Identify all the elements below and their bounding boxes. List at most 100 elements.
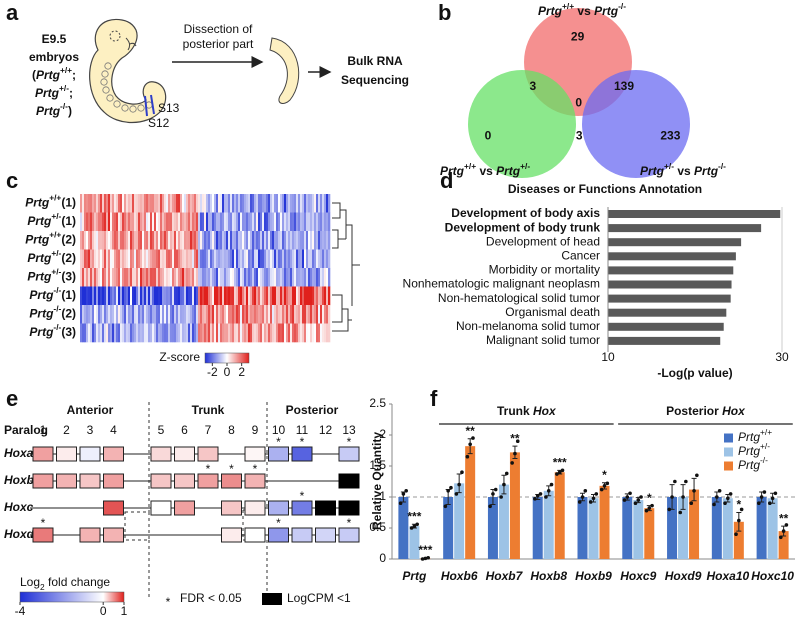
heatmap-cell (278, 194, 281, 213)
heatmap-cell (86, 286, 89, 306)
heatmap-cell (178, 194, 181, 213)
heatmap-cell (310, 249, 313, 269)
heatmap-cell (230, 231, 233, 250)
fdr-legend-label: FDR < 0.05 (180, 591, 242, 605)
heatmap-cell (130, 323, 133, 343)
heatmap-cell (176, 268, 179, 287)
fdr-star: * (253, 462, 258, 476)
heatmap-cell (196, 194, 199, 213)
text-run: Prtg (29, 306, 54, 320)
heatmap-cell (280, 286, 283, 306)
y-tick-label: Non-melanoma solid tumor (456, 319, 600, 333)
paralog-number: 4 (110, 423, 117, 437)
heatmap-cell (286, 268, 289, 287)
heatmap-cell (322, 268, 325, 287)
heatmap-cell (294, 231, 297, 250)
text-run: +/- (520, 161, 530, 171)
heatmap-cell (268, 305, 271, 324)
heatmap-cell (236, 194, 239, 213)
heatmap-cell (190, 286, 193, 306)
heatmap-cell (312, 286, 315, 306)
heatmap-cell (282, 323, 285, 343)
data-point (650, 503, 654, 508)
heatmap-cell (118, 305, 121, 324)
fdr-star: * (206, 462, 211, 476)
heatmap-cell (316, 268, 319, 287)
heatmap-cell (184, 268, 187, 287)
text-run: -/- (53, 285, 61, 295)
heatmap-cell (318, 286, 321, 306)
bar (599, 485, 610, 559)
text-run: +/- (760, 441, 770, 451)
gene-box (56, 446, 77, 462)
text-run: (2) (61, 306, 76, 320)
text-run: Prtg (640, 164, 665, 178)
data-point (426, 555, 430, 560)
data-point (647, 506, 652, 510)
data-point (723, 501, 727, 506)
gene-box (221, 527, 242, 543)
heatmap-cell (142, 249, 145, 269)
heatmap-cell (200, 231, 203, 250)
heatmap-cell (160, 305, 163, 324)
data-point (594, 492, 599, 496)
heatmap-cell (254, 323, 257, 343)
heatmap-cell (204, 212, 207, 232)
heatmap-cell (218, 323, 221, 343)
data-point (692, 489, 696, 493)
heatmap-cell (296, 249, 299, 269)
heatmap-cell (162, 231, 165, 250)
heatmap-cell (80, 305, 83, 324)
heatmap-cell (130, 268, 133, 287)
heatmap-cell (90, 231, 93, 250)
heatmap-cell (150, 231, 153, 250)
heatmap-cell (242, 305, 245, 324)
heatmap-cell (324, 323, 327, 343)
heatmap-cell (238, 268, 241, 287)
heatmap-cell (130, 231, 133, 250)
heatmap-cell (238, 231, 241, 250)
heatmap-cell (206, 249, 209, 269)
step-label: posterior part (183, 37, 254, 51)
heatmap-cell (304, 249, 307, 269)
heatmap-cell (230, 286, 233, 306)
heatmap-cell (288, 212, 291, 232)
heatmap-cell (322, 286, 325, 306)
heatmap-cell (118, 194, 121, 213)
heatmap-cell (328, 194, 331, 213)
text-run: embryos (29, 50, 79, 64)
heatmap-cell (276, 212, 279, 232)
heatmap-cell (258, 323, 261, 343)
heatmap-cell (162, 212, 165, 232)
heatmap-cell (118, 231, 121, 250)
heatmap-cell (142, 323, 145, 343)
heatmap-cell (318, 305, 321, 324)
heatmap-cell (246, 249, 249, 269)
heatmap-cell (114, 286, 117, 306)
heatmap-cell (196, 212, 199, 232)
heatmap-cell (260, 305, 263, 324)
fdr-star: * (276, 435, 281, 449)
colorbar-tick-label: 0 (100, 604, 107, 618)
heatmap-cell (184, 212, 187, 232)
venn-label: Prtg+/+ vs Prtg+/- (440, 161, 530, 178)
heatmap-cell (306, 212, 309, 232)
heatmap-cell (100, 268, 103, 287)
heatmap-cell (282, 286, 285, 306)
heatmap-cell (244, 194, 247, 213)
data-point (781, 529, 786, 533)
heatmap-cell (196, 286, 199, 306)
text-run: (1) (61, 195, 76, 209)
result-label: Sequencing (341, 73, 409, 87)
heatmap-cell (316, 194, 319, 213)
heatmap-cell (248, 305, 251, 324)
heatmap-cell (222, 231, 225, 250)
heatmap-cell (300, 286, 303, 306)
data-point (773, 491, 778, 496)
heatmap-cell (302, 249, 305, 269)
heatmap-cell (244, 305, 247, 324)
heatmap-cell (178, 231, 181, 250)
heatmap-cell (194, 286, 197, 306)
venn-count: 3 (576, 129, 583, 143)
heatmap-cell (320, 323, 323, 343)
